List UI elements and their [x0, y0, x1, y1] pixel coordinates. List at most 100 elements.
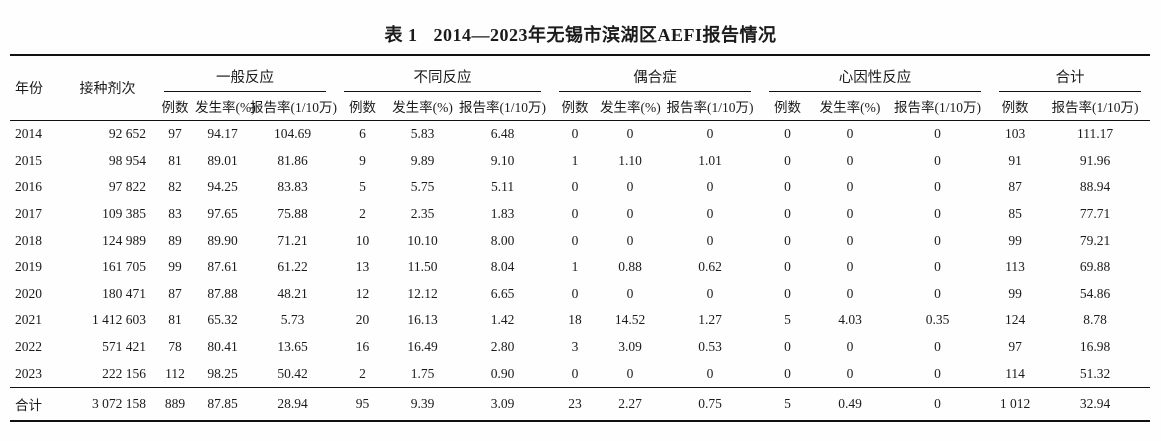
table-cell: 99: [168, 259, 182, 275]
sub-header-report-rate: 报告率(1/10万): [250, 92, 337, 121]
table-cell: 81.86: [277, 152, 308, 168]
table-cell: 2014: [15, 126, 42, 142]
table-cell: 9.89: [410, 152, 435, 168]
table-cell: 5.75: [410, 179, 435, 195]
table-cell: 10.10: [407, 232, 438, 248]
table-row: 2019 161 705 99 87.61 61.22 13 11.50 8.04 1 0.88 0…: [10, 254, 1150, 281]
table-cell: 16.49: [407, 339, 438, 355]
group-header-psychogenic: 心因性反应: [760, 55, 990, 92]
table-cell: 16: [355, 339, 370, 355]
table-cell: 98 954: [108, 152, 146, 168]
table-row: 2022 571 421 78 80.41 13.65 16 16.49 2.80 3 3.09 0…: [10, 334, 1150, 361]
col-header-year: 年份: [10, 55, 60, 121]
table-cell: 2: [359, 206, 366, 222]
table-cell: 0: [784, 152, 791, 168]
table-cell: 0: [626, 126, 634, 142]
table-cell: 0: [846, 206, 854, 222]
table-cell: 0: [934, 285, 941, 301]
sub-header-cases: 例数: [990, 92, 1041, 121]
table-cell: 0: [934, 259, 941, 275]
table-cell: 99: [1008, 285, 1022, 301]
table-cell: 51.32: [1079, 365, 1111, 381]
table-cell: 50.42: [277, 365, 308, 381]
table-cell: 114: [1005, 365, 1025, 381]
table-cell: 0: [934, 152, 941, 168]
table-header: 年份 接种剂次 一般反应 不同反应 偶合症 心因性反应 合计 例数 发生率(%)…: [10, 55, 1151, 121]
table-cell: 71.21: [277, 232, 308, 248]
table-cell: 0: [706, 206, 714, 222]
table-cell: 97: [1008, 339, 1022, 355]
table-cell: 0: [784, 232, 791, 248]
table-cell: 0: [846, 179, 854, 195]
table-cell: 0: [934, 365, 941, 381]
table-cell: 180 471: [102, 285, 146, 301]
table-cell: 0: [846, 285, 854, 301]
table-row: 2023 222 156 112 98.25 50.42 2 1.75 0.90 0 0 0 0 0 0 1…: [10, 360, 1150, 387]
table-cell: 92 652: [108, 126, 146, 142]
table-cell: 0: [784, 285, 791, 301]
table-cell: 0: [571, 232, 579, 248]
table-cell: 112: [165, 365, 185, 381]
table-cell: 80.41: [207, 339, 238, 355]
table-cell: 3.09: [455, 386, 551, 421]
table-cell: 1 412 603: [92, 312, 146, 328]
table-cell: 79.21: [1079, 232, 1111, 248]
table-cell: 1.01: [698, 152, 722, 168]
table-cell: 111.17: [1077, 126, 1114, 142]
table-cell: 69.88: [1079, 259, 1111, 275]
table-cell: 1 012: [990, 386, 1041, 421]
table-cell: 5: [784, 312, 791, 328]
col-header-doses: 接种剂次: [60, 55, 155, 121]
table-cell: 1.10: [618, 152, 642, 168]
table-cell: 0: [846, 365, 854, 381]
table-cell: 0: [626, 365, 634, 381]
table-cell: 9.10: [490, 152, 515, 168]
table-cell: 5.83: [410, 126, 435, 142]
table-cell: 83.83: [277, 179, 308, 195]
table-cell: 0: [571, 179, 579, 195]
table-cell: 16.98: [1079, 339, 1111, 355]
table-cell: 3 072 158: [60, 386, 155, 421]
table-cell: 81: [168, 152, 182, 168]
table-cell: 2016: [15, 179, 42, 195]
table-cell: 0: [934, 339, 941, 355]
sub-header-report-rate: 报告率(1/10万): [885, 92, 991, 121]
table-cell: 0: [571, 126, 579, 142]
table-cell: 82: [168, 179, 182, 195]
table-cell: 0: [934, 206, 941, 222]
table-cell: 2018: [15, 232, 42, 248]
table-cell: 8.04: [490, 259, 515, 275]
total-row: 合计 3 072 158 889 87.85 28.94 95 9.39 3.0…: [10, 386, 1151, 421]
table-cell: 0: [784, 126, 791, 142]
table-row: 2014 92 652 97 94.17 104.69 6 5.83 6.48 0 0 0 0 0 0 10…: [10, 121, 1150, 148]
table-cell: 161 705: [102, 259, 146, 275]
table-cell: 23: [550, 386, 601, 421]
table-cell: 113: [1005, 259, 1025, 275]
table-cell: 0: [846, 232, 854, 248]
table-title-text: 2014—2023年无锡市滨湖区AEFI报告情况: [433, 25, 777, 45]
table-cell: 11.50: [407, 259, 438, 275]
table-cell: 0: [885, 386, 991, 421]
table-row: 2015 98 954 81 89.01 81.86 9 9.89 9.10 1 1.10 1.01…: [10, 148, 1150, 175]
table-cell: 889: [155, 386, 195, 421]
table-cell: 0: [706, 179, 714, 195]
sub-header-cases: 例数: [335, 92, 391, 121]
table-row: 2017 109 385 83 97.65 75.88 2 2.35 1.83 0 0 0 0 0 0 85…: [10, 201, 1150, 228]
table-footer: 合计 3 072 158 889 87.85 28.94 95 9.39 3.0…: [10, 386, 1151, 421]
table-cell: 87.61: [207, 259, 238, 275]
table-cell: 20: [355, 312, 370, 328]
sub-header-cases: 例数: [760, 92, 816, 121]
sub-header-incidence: 发生率(%): [195, 92, 256, 121]
table-cell: 0: [626, 206, 634, 222]
table-cell: 0: [626, 232, 634, 248]
table-cell: 10: [355, 232, 370, 248]
table-cell: 94.17: [207, 126, 238, 142]
sub-header-incidence: 发生率(%): [600, 92, 661, 121]
table-cell: 65.32: [207, 312, 238, 328]
table-cell: 571 421: [102, 339, 146, 355]
sub-header-report-rate: 报告率(1/10万): [455, 92, 551, 121]
table-cell: 4.03: [838, 312, 862, 328]
sub-header-incidence: 发生率(%): [815, 92, 886, 121]
table-cell: 97 822: [108, 179, 146, 195]
table-cell: 0: [934, 126, 941, 142]
